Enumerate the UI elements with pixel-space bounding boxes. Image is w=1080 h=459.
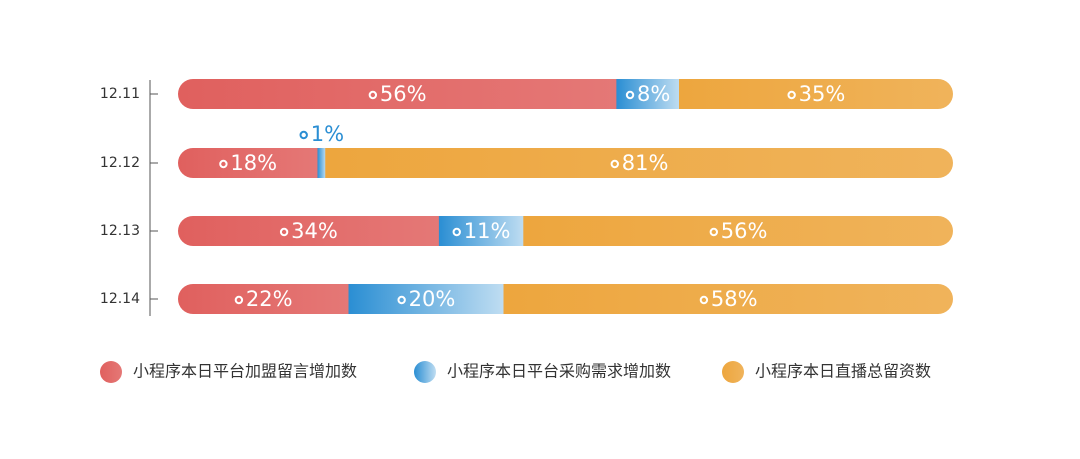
category-label: 12.11 <box>100 86 140 102</box>
label-dot <box>234 295 244 305</box>
label-dot <box>709 227 719 237</box>
bar-segment <box>317 148 326 178</box>
bar-segment <box>503 284 953 314</box>
data-label: 34% <box>291 219 338 243</box>
label-dot <box>625 90 635 100</box>
bar-segment <box>178 216 440 246</box>
label-dot <box>397 295 406 305</box>
data-label: 8% <box>637 82 670 106</box>
legend-marker <box>414 361 436 383</box>
data-label: 58% <box>711 287 758 311</box>
data-label: 1% <box>311 122 344 146</box>
legend-label: 小程序本日直播总留资数 <box>755 362 931 381</box>
label-dot <box>279 227 289 237</box>
data-label: 56% <box>721 219 768 243</box>
label-dot <box>368 90 378 100</box>
legend-marker <box>722 361 744 383</box>
data-label: 11% <box>464 219 511 243</box>
legend-marker <box>100 361 122 383</box>
label-dot <box>787 90 796 100</box>
label-dot <box>452 227 461 237</box>
category-label: 12.12 <box>100 155 140 171</box>
label-dot <box>610 159 619 169</box>
data-label: 35% <box>799 82 846 106</box>
legend-label: 小程序本日平台采购需求增加数 <box>447 362 671 381</box>
data-label: 20% <box>409 287 456 311</box>
bar-segment <box>325 148 953 178</box>
label-dot <box>299 130 308 140</box>
bar-segment <box>679 79 953 109</box>
category-label: 12.13 <box>100 223 140 239</box>
data-label: 81% <box>622 151 669 175</box>
label-dot <box>219 159 228 169</box>
legend-label: 小程序本日平台加盟留言增加数 <box>133 362 357 381</box>
bar-segment <box>178 284 349 314</box>
data-label: 22% <box>246 287 293 311</box>
data-label: 56% <box>380 82 427 106</box>
bar-segment <box>348 284 504 314</box>
category-label: 12.14 <box>100 291 140 307</box>
label-dot <box>699 295 709 305</box>
data-label: 18% <box>230 151 277 175</box>
bar-segment <box>523 216 953 246</box>
bar-segment <box>178 148 318 178</box>
bar-segment <box>178 79 617 109</box>
